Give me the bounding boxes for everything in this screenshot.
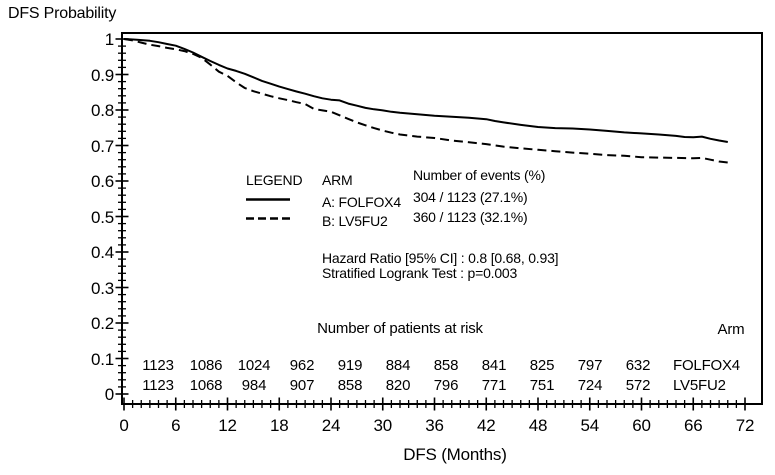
risk-count: 724 <box>577 377 603 394</box>
x-tick-label: 24 <box>321 416 341 435</box>
risk-count: 572 <box>625 377 651 394</box>
y-tick-label: 1 <box>104 30 114 49</box>
risk-arm-folfox4: FOLFOX4 <box>673 357 740 374</box>
x-tick-label: 54 <box>580 416 599 435</box>
risk-count: 820 <box>385 377 411 394</box>
x-tick-label: 18 <box>269 416 289 435</box>
x-tick-label: 48 <box>528 416 548 435</box>
x-tick-label: 12 <box>218 416 237 435</box>
x-tick-label: 72 <box>735 416 755 435</box>
risk-count: 907 <box>289 377 315 394</box>
legend-arm-header: ARM <box>322 172 353 188</box>
x-tick-label: 36 <box>425 416 444 435</box>
legend-arm-lv5fu2: B: LV5FU2 <box>322 213 388 229</box>
x-tick-label: 66 <box>683 416 703 435</box>
y-tick-label: 0.8 <box>90 101 114 120</box>
risk-count: 771 <box>481 377 507 394</box>
curve-lv5fu2 <box>123 38 728 164</box>
risk-table-header: Number of patients at risk <box>317 320 483 337</box>
y-tick-label: 0.9 <box>90 65 114 85</box>
risk-count: 962 <box>289 357 315 374</box>
risk-count: 1024 <box>237 357 271 374</box>
risk-count: 919 <box>337 357 363 374</box>
risk-count: 751 <box>529 377 555 394</box>
risk-count: 1068 <box>189 377 223 394</box>
y-tick-label: 0.1 <box>90 349 114 369</box>
risk-arm-lv5fu2: LV5FU2 <box>673 377 726 394</box>
x-tick-label: 30 <box>373 416 392 435</box>
logrank-test-text: Stratified Logrank Test : p=0.003 <box>322 265 518 281</box>
x-tick-label: 6 <box>171 416 181 435</box>
risk-count: 1123 <box>142 377 174 394</box>
risk-count: 632 <box>625 357 651 374</box>
risk-count: 858 <box>433 357 459 374</box>
y-tick-label: 0 <box>104 385 114 404</box>
risk-count: 796 <box>433 377 459 394</box>
legend-events-lv5fu2: 360 / 1123 (32.1%) <box>413 209 528 225</box>
risk-count: 884 <box>385 357 411 374</box>
hazard-ratio-text: Hazard Ratio [95% CI] : 0.8 [0.68, 0.93] <box>322 250 559 266</box>
legend-arm-folfox4: A: FOLFOX4 <box>322 194 401 210</box>
x-axis-title: DFS (Months) <box>403 445 507 464</box>
x-tick-label: 60 <box>632 416 651 435</box>
risk-count: 797 <box>577 357 603 374</box>
curve-folfox4 <box>123 38 728 143</box>
risk-count: 1123 <box>142 357 174 374</box>
risk-count: 984 <box>241 377 267 394</box>
y-tick-label: 0.3 <box>90 278 114 298</box>
x-tick-label: 42 <box>476 416 496 435</box>
plot-frame <box>121 32 763 405</box>
risk-count: 1086 <box>189 357 223 374</box>
risk-table-arm-header: Arm <box>717 321 745 338</box>
risk-count: 825 <box>529 357 555 374</box>
x-tick-label: 0 <box>119 416 129 435</box>
legend-events-header: Number of events (%) <box>413 167 546 183</box>
y-tick-label: 0.5 <box>90 207 114 227</box>
y-tick-label: 0.4 <box>90 243 114 262</box>
y-tick-label: 0.6 <box>90 172 114 191</box>
legend-header: LEGEND <box>246 172 303 188</box>
risk-count: 858 <box>337 377 363 394</box>
risk-count: 841 <box>481 357 507 374</box>
y-tick-label: 0.2 <box>90 314 114 333</box>
y-tick-label: 0.7 <box>90 136 114 156</box>
legend-events-folfox4: 304 / 1123 (27.1%) <box>413 189 528 205</box>
y-axis-title: DFS Probability <box>8 5 117 22</box>
